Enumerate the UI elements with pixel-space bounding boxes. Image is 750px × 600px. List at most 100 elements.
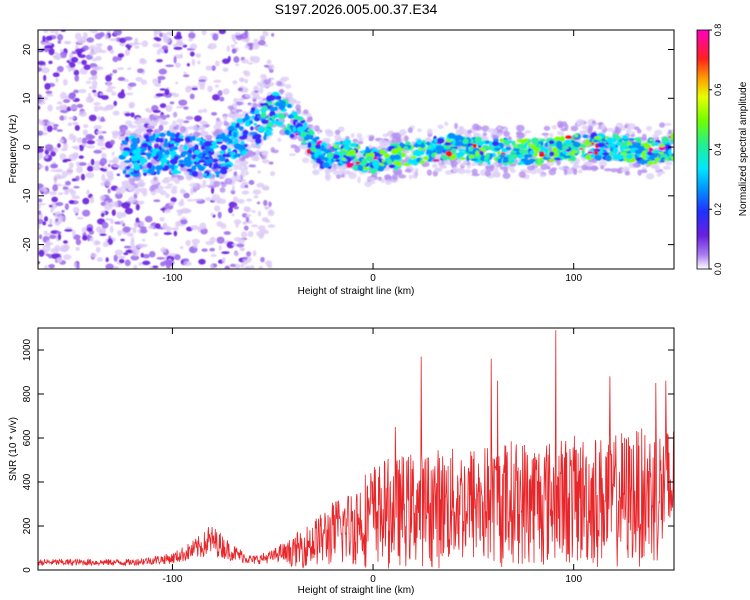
spectrogram-noise-blob [72,152,79,160]
spectrogram-noise-blob [59,115,65,121]
spectrogram-noise-blob [42,221,47,226]
spectrogram-signal-blob [315,143,321,150]
spectrogram-signal-blob [141,142,149,148]
spectrogram-noise-blob [176,105,185,109]
spectrogram-noise-blob [93,149,102,154]
spectrogram-halo-blob [221,182,227,188]
spectrogram-signal-blob [132,146,137,150]
spectrogram-noise-blob [77,50,82,57]
spectrogram-signal-blob [427,145,432,149]
spectrogram-signal-blob [512,148,521,152]
spectrogram-signal-blob [133,169,138,175]
spectrogram-signal-blob [164,138,168,144]
spectrogram-noise-blob [76,137,84,143]
spectrogram-noise-blob [113,254,118,262]
spectrogram-x-tick-label: 100 [565,273,582,284]
spectrogram-noise-blob [76,216,84,220]
spectrogram-noise-blob [260,256,265,263]
spectrogram-signal-blob [208,162,213,169]
spectrogram-halo-blob [581,164,588,171]
spectrogram-signal-blob [214,162,219,169]
spectrogram-noise-blob [83,123,89,129]
spectrogram-signal-blob [599,146,605,151]
spectrogram-halo-blob [383,174,392,181]
spectrogram-halo-blob [169,177,178,182]
spectrogram-signal-blob [163,141,169,148]
spectrogram-noise-blob [97,141,105,147]
spectrogram-signal-blob [652,161,658,165]
spectrogram-signal-blob [238,145,246,151]
spectrogram-noise-blob [52,127,58,131]
spectrogram-noise-blob [230,44,236,49]
spectrogram-signal-blob [573,141,581,148]
spectrogram-noise-blob [43,74,47,82]
spectrogram-signal-blob [139,157,148,164]
spectrogram-noise-blob [101,173,106,182]
spectrogram-noise-blob [91,80,98,88]
spectrogram-signal-blob [249,120,254,125]
spectrogram-signal-blob [457,148,466,152]
spectrogram-signal-blob [133,164,140,171]
spectrogram-signal-blob [628,138,635,142]
spectrogram-noise-blob [71,195,81,200]
spectrogram-noise-blob [262,30,266,34]
spectrogram-halo-blob [325,174,331,182]
colorbar-gradient [696,29,710,270]
spectrogram-signal-blob [627,145,634,149]
spectrogram-signal-blob [485,140,490,144]
spectrogram-halo-blob [524,130,532,134]
spectrogram-noise-blob [66,167,73,175]
spectrogram-halo-blob [652,164,659,169]
spectrogram-noise-blob [245,214,252,218]
spectrogram-halo-blob [178,123,183,128]
spectrogram-noise-blob [46,121,52,126]
spectrogram-noise-blob [162,224,168,231]
spectrogram-halo-blob [145,117,151,124]
spectrogram-halo-blob [412,172,418,179]
spectrogram-noise-blob [191,238,201,245]
spectrogram-noise-blob [38,218,44,225]
spectrogram-signal-blob [487,160,491,166]
spectrogram-noise-blob [44,165,49,172]
spectrogram-noise-blob [48,48,55,56]
spectrogram-noise-blob [246,251,252,257]
spectrogram-signal-blob [556,140,563,147]
spectrogram-noise-blob [106,170,114,179]
spectrogram-signal-blob [265,128,274,132]
spectrogram-noise-blob [120,89,125,95]
spectrogram-noise-blob [57,233,62,241]
spectrogram-signal-blob [123,147,131,152]
spectrogram-noise-blob [111,209,116,216]
spectrogram-signal-blob [426,149,433,155]
spectrogram-noise-blob [59,49,64,52]
spectrogram-noise-blob [132,227,137,234]
spectrogram-halo-blob [259,82,266,89]
spectrogram-signal-blob [563,155,572,159]
spectrogram-noise-blob [166,225,172,234]
spectrogram-noise-blob [71,178,77,182]
spectrogram-noise-blob [156,59,163,63]
spectrogram-noise-blob [241,181,250,185]
spectrogram-noise-blob [130,255,140,261]
spectrogram-noise-blob [222,67,229,73]
spectrogram-halo-blob [493,130,498,135]
spectrogram-noise-blob [157,78,161,84]
spectrogram-halo-blob [636,128,642,134]
spectrogram-noise-blob [101,221,109,229]
spectrogram-signal-blob [654,142,659,147]
spectrogram-noise-blob [96,257,103,262]
spectrogram-noise-blob [53,123,59,128]
spectrogram-halo-blob [378,139,386,146]
spectrogram-noise-blob [38,261,41,265]
spectrogram-signal-blob [369,168,375,174]
spectrogram-signal-blob [521,149,529,154]
spectrogram-noise-blob [81,226,88,234]
spectrogram-noise-blob [142,253,150,259]
spectrogram-signal-blob [511,140,516,147]
spectrogram-noise-blob [57,143,61,149]
spectrogram-halo-blob [408,174,413,180]
spectrogram-noise-blob [182,74,190,78]
spectrogram-noise-blob [114,249,124,256]
spectrogram-halo-blob [563,169,568,176]
